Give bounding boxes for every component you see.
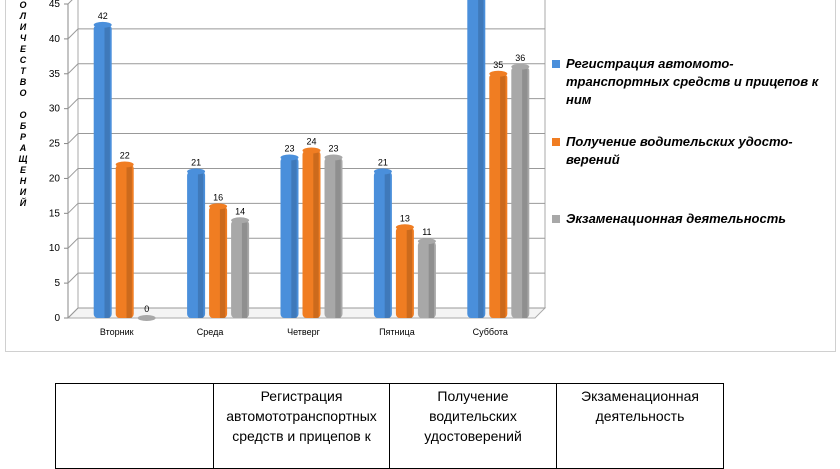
table-cell: Получение водительских удостоверений [389, 383, 557, 469]
table-cell: Регистрация автомототранспортных средств… [213, 383, 390, 469]
y-tick-label: 40 [49, 34, 61, 45]
y-tick-label: 30 [49, 104, 61, 115]
data-label: 21 [378, 157, 388, 167]
legend-label: Получение водительских удосто-верений [566, 134, 793, 167]
y-axis-label: ОЛИЧЕСТВО ОБРАЩЕНИЙ [18, 0, 28, 209]
x-tick-label: Пятница [379, 327, 415, 337]
grid-line [67, 28, 545, 40]
table-cell: Экзаменационная деятельность [556, 383, 724, 469]
bar-shade [291, 159, 297, 318]
bar-shade [428, 243, 435, 318]
bar-shade [104, 26, 110, 319]
bar-shade [241, 222, 248, 318]
legend-label: Экзаменационная деятельность [566, 211, 787, 226]
bar-shade [126, 166, 132, 318]
bar [489, 73, 508, 319]
bar-shade [197, 173, 204, 318]
bar [511, 66, 530, 318]
bar-top [209, 203, 228, 210]
table-cell [55, 383, 214, 469]
y-tick-label: 10 [49, 243, 61, 254]
data-label: 13 [400, 213, 410, 223]
bar-top [395, 224, 414, 231]
legend-label: Регистрация автомото-транспортных средст… [566, 56, 819, 107]
chart: 0 5 10 15 20 25 30 35 40 45 Вторник 42 22 0 Среда 21 16 1… [49, 0, 547, 337]
bar-top [373, 168, 392, 175]
y-tick-label: 15 [49, 208, 61, 219]
table-header-row: Регистрация автомототранспортных средств… [55, 383, 724, 469]
bar [280, 157, 299, 318]
bar [209, 206, 228, 318]
bar-shade [219, 208, 226, 318]
bar-shade [406, 229, 413, 318]
y-tick-label: 35 [49, 69, 61, 80]
bar-shade [313, 152, 319, 318]
legend-item: Получение водительских удосто-верений [552, 133, 822, 169]
y-tick-label: 45 [49, 0, 61, 10]
grid-line [67, 63, 545, 75]
bar [467, 0, 486, 318]
legend-swatch [552, 138, 560, 146]
bar-shade [478, 0, 484, 318]
bar [324, 157, 343, 318]
bar [302, 150, 321, 318]
bar-top [280, 154, 299, 161]
y-tick-label: 0 [54, 313, 60, 324]
x-tick-label: Суббота [473, 327, 508, 337]
bar [231, 220, 250, 318]
grid-line [67, 0, 73, 5]
bar-top [417, 238, 436, 245]
bar [373, 171, 392, 318]
bar-top [302, 147, 321, 154]
bar-shade [335, 159, 341, 318]
legend-item: Регистрация автомото-транспортных средст… [552, 55, 822, 109]
legend-swatch [552, 60, 560, 68]
bar-top [231, 217, 250, 224]
bar-shade [522, 68, 528, 318]
bar [395, 227, 414, 318]
bar-top [115, 161, 134, 168]
bar-top [93, 21, 112, 28]
table: Регистрация автомототранспортных средств… [55, 383, 724, 469]
y-tick-label: 5 [54, 278, 60, 289]
bar-top [511, 63, 530, 70]
data-label: 16 [213, 192, 223, 202]
page: {"chart_data":{"type":"bar","y_label":"О… [5, 0, 836, 469]
bar-top [324, 154, 343, 161]
x-tick-label: Четверг [287, 327, 321, 337]
y-tick-label: 20 [49, 173, 61, 184]
data-label: 42 [98, 11, 108, 21]
data-label: 35 [493, 60, 503, 70]
grid-line [67, 133, 545, 144]
bar-shade [384, 173, 391, 318]
bar-top [137, 315, 156, 321]
x-tick-label: Вторник [100, 327, 134, 337]
bar [115, 164, 134, 318]
bar-shade [500, 75, 506, 319]
data-label: 36 [515, 53, 525, 63]
data-label: 22 [120, 150, 130, 160]
bar [93, 24, 112, 319]
data-label: 11 [422, 227, 431, 237]
y-tick-label: 25 [49, 139, 61, 150]
bar [187, 171, 206, 318]
data-label: 14 [235, 206, 245, 216]
chart-frame [5, 0, 836, 352]
legend-item: Экзаменационная деятельность [552, 210, 822, 228]
data-label: 21 [191, 157, 201, 167]
legend-swatch [552, 215, 560, 223]
bar-top [489, 70, 508, 77]
data-label: 24 [306, 137, 316, 147]
data-label: 0 [144, 304, 149, 314]
data-label: 23 [284, 144, 294, 154]
bar [417, 241, 436, 318]
grid-line [67, 167, 545, 179]
grid-line [67, 98, 545, 110]
x-tick-label: Среда [197, 327, 224, 337]
data-label: 23 [328, 144, 338, 154]
bar-top [187, 168, 206, 175]
